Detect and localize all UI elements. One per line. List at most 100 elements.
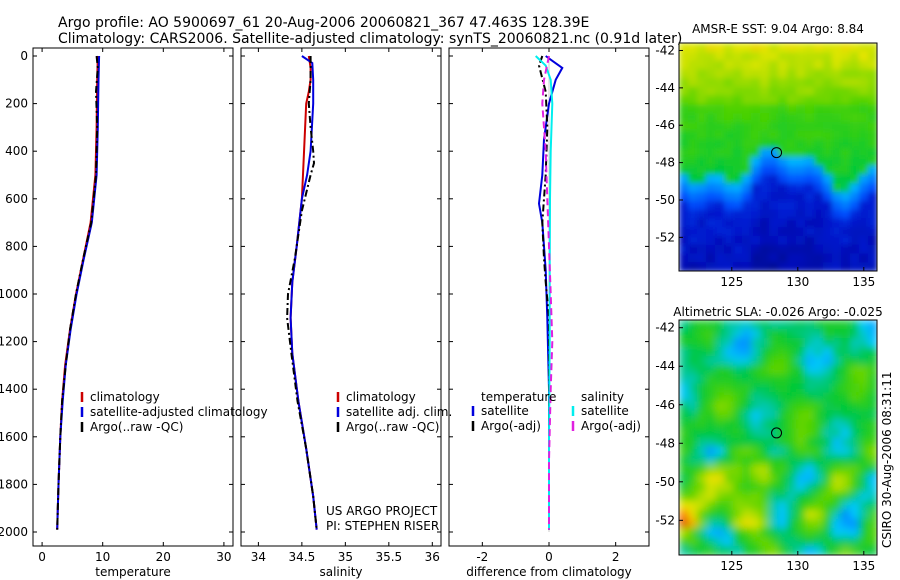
amsre-sst-cell — [706, 148, 716, 158]
amsre-sst-cell — [742, 95, 752, 106]
altimetric-sla-cell — [796, 365, 806, 376]
amsre-sst-cell — [868, 192, 877, 202]
amsre-sst-cell — [796, 253, 806, 264]
amsre-sst-cell — [724, 86, 734, 97]
amsre-sst-cell — [697, 139, 707, 150]
amsre-sst-cell — [850, 183, 860, 194]
amsre-sst-cell — [814, 86, 824, 97]
altimetric-sla-cell — [742, 356, 752, 367]
amsre-sst-cell — [706, 209, 716, 220]
amsre-sst-cell — [724, 227, 734, 237]
amsre-sst-cell — [868, 209, 877, 220]
amsre-sst-cell — [814, 51, 824, 62]
amsre-sst-cell — [796, 183, 806, 194]
amsre-sst-cell — [841, 235, 851, 246]
altimetric-sla-cell — [706, 365, 716, 376]
altimetric-sla-cell — [769, 428, 779, 439]
altimetric-sla-cell — [724, 419, 734, 430]
altimetric-sla-cell — [769, 464, 779, 475]
amsre-sst-cell — [841, 227, 851, 237]
altimetric-sla-cell — [859, 347, 869, 358]
altimetric-sla-cell — [868, 356, 877, 367]
amsre-sst-cell — [868, 130, 877, 141]
salinity-xtick-label: 36 — [425, 550, 440, 564]
altimetric-sla-cell — [697, 365, 707, 376]
amsre-sst-cell — [823, 113, 833, 123]
amsre-sst-cell — [715, 148, 725, 158]
altimetric-sla-cell — [778, 383, 788, 394]
amsre-sst-cell — [679, 192, 689, 202]
amsre-sst-cell — [787, 43, 797, 53]
altimetric-sla-cell — [868, 446, 877, 457]
amsre-sst-cell — [742, 113, 752, 123]
amsre-sst-cell — [841, 113, 851, 123]
amsre-sst-cell — [814, 69, 824, 80]
altimetric-sla-cell — [796, 392, 806, 403]
amsre-sst-cell — [868, 113, 877, 123]
amsre-sst-cell — [697, 51, 707, 62]
altimetric-sla-cell — [805, 482, 815, 493]
altimetric-sla-cell — [724, 473, 734, 484]
amsre-sst-cell — [751, 130, 761, 141]
amsre-sst-ytick-label: -42 — [655, 43, 675, 57]
altimetric-sla-cell — [724, 536, 734, 547]
altimetric-sla-cell — [778, 455, 788, 466]
amsre-sst-cell — [787, 218, 797, 229]
amsre-sst-cell — [859, 139, 869, 150]
temperature-ytick-label: 400 — [5, 144, 28, 158]
amsre-sst-cell — [850, 200, 860, 211]
altimetric-sla-cell — [760, 374, 770, 385]
amsre-sst-cell — [706, 244, 716, 255]
altimetric-sla-cell — [850, 419, 860, 430]
amsre-sst-cell — [679, 218, 689, 229]
altimetric-sla-cell — [706, 329, 716, 339]
amsre-sst-cell — [679, 209, 689, 220]
amsre-sst-cell — [769, 95, 779, 106]
amsre-sst-cell — [742, 139, 752, 150]
amsre-sst-cell — [742, 183, 752, 194]
altimetric-sla-cell — [841, 419, 851, 430]
altimetric-sla-cell — [832, 392, 842, 403]
amsre-sst-cell — [706, 43, 716, 53]
amsre-sst-cell — [697, 253, 707, 264]
amsre-sst-cell — [751, 253, 761, 264]
altimetric-sla-cell — [688, 383, 698, 394]
altimetric-sla-cell — [733, 491, 743, 502]
amsre-sst-cell — [796, 209, 806, 220]
amsre-sst-cell — [760, 113, 770, 123]
amsre-sst-cell — [751, 43, 761, 53]
altimetric-sla-cell — [814, 428, 824, 439]
amsre-sst-cell — [814, 113, 824, 123]
amsre-sst-cell — [715, 113, 725, 123]
altimetric-sla-cell — [868, 374, 877, 385]
amsre-sst-cell — [697, 209, 707, 220]
altimetric-sla-cell — [751, 383, 761, 394]
altimetric-sla-cell — [769, 347, 779, 358]
altimetric-sla-cell — [706, 509, 716, 520]
altimetric-sla-cell — [751, 356, 761, 367]
figure-title-line1: Argo profile: AO 5900697_61 20-Aug-2006 … — [58, 15, 589, 31]
amsre-sst-cell — [796, 244, 806, 255]
altimetric-sla-cell — [859, 392, 869, 403]
altimetric-sla-cell — [742, 329, 752, 339]
amsre-sst-cell — [706, 51, 716, 62]
altimetric-sla-cell — [706, 491, 716, 502]
altimetric-sla-cell — [814, 482, 824, 493]
amsre-sst-cell — [688, 51, 698, 62]
altimetric-sla-cell — [841, 546, 851, 555]
amsre-sst-cell — [850, 104, 860, 115]
amsre-sst-cell — [679, 148, 689, 158]
amsre-sst-cell — [715, 227, 725, 237]
altimetric-sla-cell — [724, 518, 734, 529]
amsre-sst-cell — [850, 192, 860, 202]
amsre-sst-cell — [805, 130, 815, 141]
amsre-sst-cell — [841, 157, 851, 167]
temperature-ytick-label: 0 — [20, 49, 28, 63]
altimetric-sla-cell — [751, 410, 761, 421]
amsre-sst-cell — [760, 253, 770, 264]
amsre-sst-cell — [769, 165, 779, 176]
legend-header-temperature: temperature — [481, 390, 556, 404]
amsre-sst-cell — [751, 69, 761, 80]
amsre-sst-cell — [778, 60, 788, 71]
altimetric-sla-cell — [724, 356, 734, 367]
